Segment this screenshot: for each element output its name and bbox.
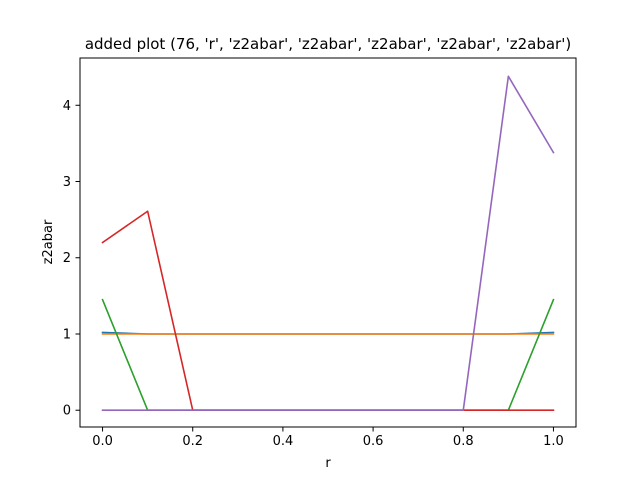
chart-title: added plot (76, 'r', 'z2abar', 'z2abar',… <box>85 35 571 53</box>
x-tick-label: 0.0 <box>92 434 113 449</box>
y-tick-label: 0 <box>63 404 71 419</box>
y-tick-label: 2 <box>63 251 71 266</box>
x-tick-label: 1.0 <box>543 434 564 449</box>
x-tick-label: 0.6 <box>363 434 384 449</box>
y-axis-label: z2abar <box>41 219 56 264</box>
y-tick-label: 3 <box>63 175 71 190</box>
x-axis-label: r <box>325 456 331 471</box>
x-axis-ticks: 0.0 0.2 0.4 0.6 0.8 1.0 <box>92 427 564 449</box>
y-axis-ticks: 0 1 2 3 4 <box>63 99 80 419</box>
x-tick-label: 0.8 <box>453 434 474 449</box>
x-tick-label: 0.4 <box>273 434 294 449</box>
x-tick-label: 0.2 <box>182 434 203 449</box>
series-group <box>101 75 555 412</box>
series-line-5 <box>101 75 555 412</box>
y-tick-label: 1 <box>63 327 71 342</box>
plot-frame <box>79 57 577 428</box>
y-tick-label: 4 <box>63 99 71 114</box>
